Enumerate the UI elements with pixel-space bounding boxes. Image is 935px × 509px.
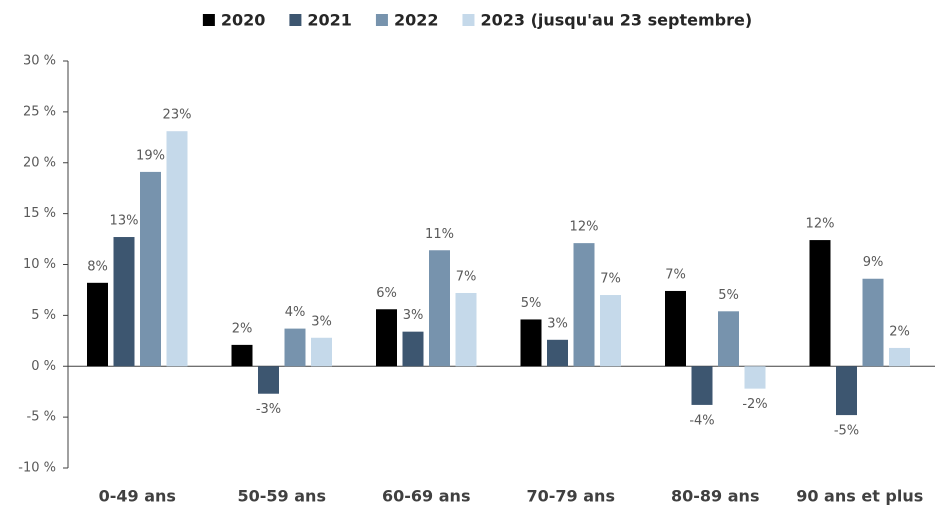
data-label: 6%: [376, 286, 397, 301]
y-tick-label: 10 %: [23, 257, 56, 272]
data-label: -4%: [689, 413, 714, 428]
data-label: 2%: [889, 324, 910, 339]
x-tick-label: 70-79 ans: [527, 487, 615, 506]
data-label: 7%: [456, 269, 477, 284]
bar: [258, 366, 279, 394]
bar: [809, 240, 831, 367]
bar: [113, 237, 135, 367]
y-tick-label: 15 %: [23, 206, 56, 221]
legend-label: 2022: [394, 11, 439, 30]
bar: [691, 366, 713, 405]
y-tick-label: 30 %: [23, 54, 56, 69]
bar: [231, 344, 253, 367]
data-label: 3%: [403, 308, 424, 323]
bar: [455, 292, 477, 367]
legend-swatch: [462, 14, 475, 26]
legend-label: 2020: [221, 11, 266, 30]
bar: [140, 171, 161, 367]
legend-swatch: [289, 14, 302, 26]
bar: [600, 295, 621, 367]
data-label: 12%: [570, 220, 599, 235]
y-tick-label: -5 %: [27, 410, 56, 425]
y-tick-label: 20 %: [23, 155, 56, 170]
bar: [402, 331, 424, 367]
data-label: -5%: [834, 424, 859, 439]
bar: [166, 131, 188, 367]
bar: [862, 278, 884, 367]
data-label: 4%: [285, 305, 306, 320]
legend-label: 2023 (jusqu'au 23 septembre): [480, 11, 752, 30]
data-label: 11%: [425, 227, 454, 242]
data-label: 7%: [600, 272, 621, 287]
bar: [665, 290, 686, 367]
x-tick-label: 60-69 ans: [382, 487, 470, 506]
data-label: 13%: [110, 214, 139, 229]
x-tick-label: 50-59 ans: [238, 487, 326, 506]
x-tick-label: 90 ans et plus: [796, 487, 923, 506]
data-label: 5%: [521, 296, 542, 311]
legend-swatch: [375, 14, 388, 26]
bar: [429, 250, 450, 367]
data-label: 5%: [718, 288, 739, 303]
y-tick-label: 5 %: [31, 308, 56, 323]
legend-label: 2021: [307, 11, 352, 30]
x-tick-label: 80-89 ans: [671, 487, 759, 506]
data-label: 3%: [311, 314, 332, 329]
bar: [311, 337, 332, 367]
data-label: 12%: [806, 217, 835, 232]
bar: [376, 309, 397, 367]
data-label: 9%: [863, 255, 884, 270]
data-label: 23%: [163, 108, 192, 123]
bar: [284, 328, 306, 367]
y-tick-label: 0 %: [31, 359, 56, 374]
data-label: 2%: [232, 321, 253, 336]
bar: [889, 347, 910, 367]
bar: [744, 366, 766, 389]
legend-swatch: [202, 14, 215, 26]
y-tick-label: -10 %: [18, 461, 56, 476]
bar: [87, 282, 108, 367]
bar: [520, 319, 542, 367]
y-tick-label: 25 %: [23, 104, 56, 119]
data-label: -3%: [256, 402, 281, 417]
x-tick-label: 0-49 ans: [99, 487, 176, 506]
bar: [836, 366, 857, 416]
data-label: 7%: [665, 267, 686, 282]
data-label: 8%: [87, 259, 108, 274]
data-label: 19%: [136, 148, 165, 163]
bar: [547, 339, 568, 367]
data-label: -2%: [742, 397, 767, 412]
bar: [573, 243, 595, 367]
data-label: 3%: [547, 316, 568, 331]
bar: [718, 311, 739, 367]
